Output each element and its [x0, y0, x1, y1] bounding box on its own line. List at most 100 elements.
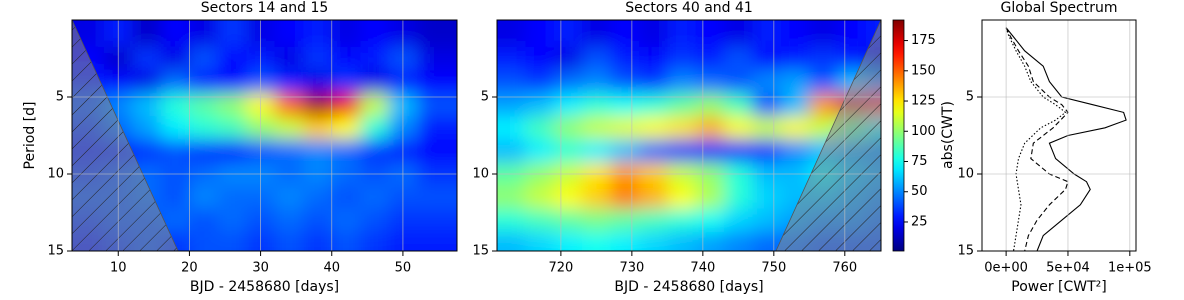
heatmap-cell	[525, 139, 555, 163]
heatmap-cell	[809, 20, 839, 48]
x-tick-label: 40	[323, 261, 340, 276]
y-tick-label: 15	[47, 244, 64, 259]
heatmap-cell	[582, 208, 612, 233]
heatmap-cell	[525, 46, 555, 71]
heatmap-cell	[360, 46, 390, 71]
heatmap-cell	[582, 139, 612, 163]
heatmap-cell	[303, 185, 333, 210]
heatmap-cell	[497, 93, 526, 117]
heatmap-cell	[809, 70, 839, 94]
heatmap-cell	[638, 70, 668, 94]
colorbar-tick-label: 75	[911, 154, 928, 169]
heatmap-cell	[189, 93, 219, 117]
colorbar-tick-label: 175	[911, 33, 936, 48]
colorbar-tick-label: 125	[911, 94, 936, 109]
heatmap-cell	[695, 46, 725, 71]
heatmap-cell	[610, 185, 640, 210]
heatmap-cell	[582, 46, 612, 71]
heatmap-cell	[582, 185, 612, 210]
heatmap-cell	[360, 185, 390, 210]
heatmap-cell	[695, 70, 725, 94]
heatmap-cell	[274, 231, 304, 251]
heatmap-cell	[274, 185, 304, 210]
heatmap-cell	[331, 46, 361, 71]
x-axis-label: BJD - 2458680 [days]	[190, 279, 339, 295]
colorbar-label: abs(CWT)	[940, 101, 956, 169]
heatmap-cell	[667, 185, 697, 210]
heatmap-cell	[553, 208, 583, 233]
heatmap-cell	[160, 20, 190, 48]
heatmap-cell	[160, 70, 190, 94]
heatmap-cell	[132, 139, 162, 163]
heatmap-cell	[724, 116, 754, 140]
heatmap-cell	[525, 20, 555, 48]
heatmap-cell	[360, 70, 390, 94]
heatmap-cell	[553, 139, 583, 163]
heatmap-cell	[752, 116, 782, 140]
heatmap-cell	[752, 185, 782, 210]
heatmap-cell	[752, 20, 782, 48]
x-tick-label: 20	[181, 261, 198, 276]
x-tick-label: 720	[548, 261, 573, 276]
heatmap-cell	[610, 208, 640, 233]
heatmap-cell	[553, 185, 583, 210]
heatmap-cell	[303, 116, 333, 140]
heatmap-cell	[417, 93, 457, 117]
heatmap-cell	[417, 116, 457, 140]
chart-title: Global Spectrum	[1001, 0, 1118, 16]
heatmap-cell	[160, 208, 190, 233]
x-tick-label: 5e+04	[1046, 261, 1090, 276]
heatmap-cell	[638, 139, 668, 163]
heatmap-cell	[724, 185, 754, 210]
heatmap-cell	[724, 46, 754, 71]
heatmap-cell	[638, 93, 668, 117]
heatmap-cell	[582, 70, 612, 94]
y-tick-label: 5	[56, 90, 64, 105]
heatmap-cell	[217, 93, 247, 117]
heatmap-cell	[217, 231, 247, 251]
heatmap-cell	[780, 46, 810, 71]
heatmap-cell	[837, 20, 867, 48]
heatmap-cell	[610, 20, 640, 48]
heatmap-cell	[610, 70, 640, 94]
heatmap-cell	[303, 46, 333, 71]
heatmap-cell	[553, 231, 583, 251]
heatmap-cell	[497, 231, 526, 251]
x-tick-label: 760	[832, 261, 857, 276]
x-tick-label: 750	[761, 261, 786, 276]
heatmap-cell	[132, 70, 162, 94]
spectrum-line	[1005, 27, 1127, 252]
heatmap-cell	[189, 185, 219, 210]
heatmap-cell	[217, 116, 247, 140]
heatmap-cell	[610, 231, 640, 251]
y-tick-label: 10	[472, 167, 489, 182]
heatmap-cell	[752, 208, 782, 233]
heatmap-cell	[189, 208, 219, 233]
heatmap-cell	[331, 231, 361, 251]
heatmap-cell	[667, 231, 697, 251]
heatmap-cell	[360, 93, 390, 117]
plot-frame	[496, 19, 882, 252]
heatmap-cell	[132, 46, 162, 71]
x-tick-label: 1e+05	[1108, 261, 1152, 276]
heatmap-cell	[752, 70, 782, 94]
heatmap-cell	[667, 20, 697, 48]
heatmap-cell	[695, 185, 725, 210]
heatmap-cell	[160, 46, 190, 71]
heatmap-cell	[189, 70, 219, 94]
heatmap-cell	[160, 139, 190, 163]
heatmap-cell	[695, 116, 725, 140]
heatmap-cell	[667, 208, 697, 233]
heatmap-cell	[582, 93, 612, 117]
y-tick-label: 5	[481, 90, 489, 105]
heatmap-cell	[360, 139, 390, 163]
heatmap-cell	[217, 20, 247, 48]
heatmap-cell	[303, 208, 333, 233]
heatmap-cell	[189, 46, 219, 71]
heatmap-cell	[724, 139, 754, 163]
heatmap-cell	[331, 185, 361, 210]
heatmap-cell	[360, 208, 390, 233]
plot-frame	[71, 19, 458, 252]
heatmap-cell	[525, 231, 555, 251]
heatmap-cell	[274, 70, 304, 94]
